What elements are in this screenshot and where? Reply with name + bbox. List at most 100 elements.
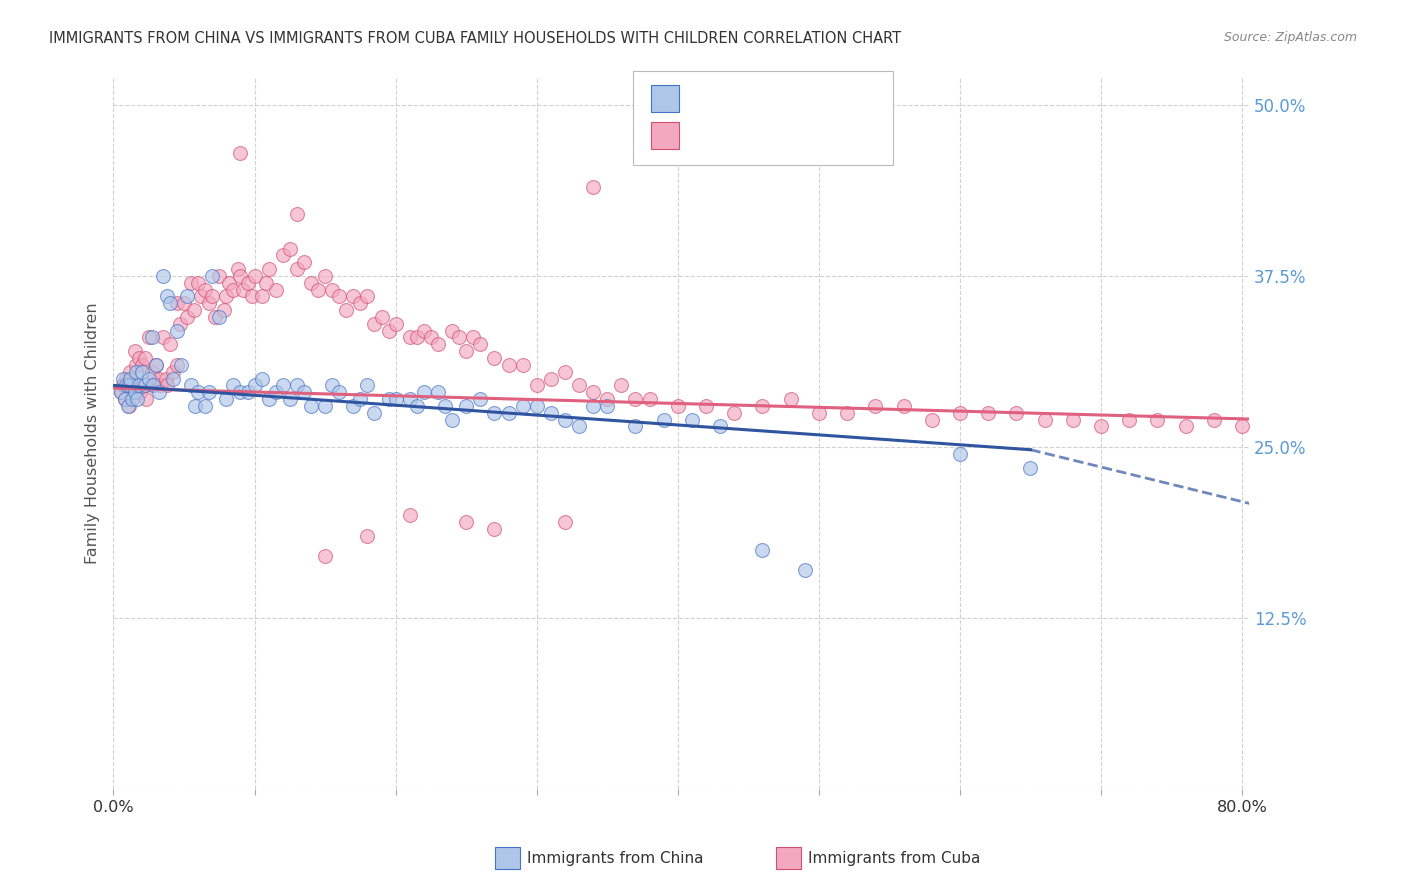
Point [540,371,562,385]
Point [134,378,156,392]
Point [624,392,647,406]
Point [449,330,471,344]
Point [198,296,221,310]
Point [405,399,427,413]
Text: Immigrants from Cuba: Immigrants from Cuba [808,851,981,865]
Point [204,310,226,324]
Point [114,392,136,406]
Point [148,371,170,385]
Point [582,180,605,194]
Point [208,268,231,283]
Point [949,406,972,420]
Point [124,344,146,359]
Point [166,296,188,310]
Point [194,283,217,297]
Point [142,378,165,392]
Point [218,276,240,290]
Point [212,303,235,318]
Point [152,268,174,283]
Point [835,406,858,420]
Point [1174,419,1197,434]
Point [1118,412,1140,426]
Point [115,378,138,392]
Point [145,358,167,372]
Text: R =: R = [689,92,727,110]
Text: N=: N= [792,92,825,110]
Point [751,399,773,413]
Point [893,399,915,413]
Point [127,378,149,392]
Point [335,303,357,318]
Point [498,406,520,420]
Point [257,392,280,406]
Point [278,392,301,406]
Point [180,276,202,290]
Point [921,412,943,426]
Point [112,378,135,392]
Point [250,371,273,385]
Point [198,385,221,400]
Text: -0.112: -0.112 [728,129,785,147]
Point [169,317,191,331]
Point [141,365,163,379]
Point [314,549,336,564]
Point [949,447,972,461]
Point [807,406,830,420]
Point [405,330,427,344]
Text: R =: R = [689,129,733,147]
Text: IMMIGRANTS FROM CHINA VS IMMIGRANTS FROM CUBA FAMILY HOUSEHOLDS WITH CHILDREN CO: IMMIGRANTS FROM CHINA VS IMMIGRANTS FROM… [49,31,901,46]
Point [582,399,605,413]
Point [125,365,148,379]
Point [135,392,157,406]
Point [236,385,259,400]
Point [779,392,801,406]
Point [250,289,273,303]
Point [114,392,136,406]
Point [434,399,457,413]
Point [271,378,294,392]
Point [264,283,287,297]
Point [120,371,142,385]
Point [695,399,717,413]
Point [681,412,703,426]
Point [159,296,181,310]
Point [145,358,167,372]
Point [456,399,478,413]
Point [554,515,576,529]
Y-axis label: Family Households with Children: Family Households with Children [86,302,100,564]
Point [377,324,399,338]
Point [118,399,141,413]
Point [128,378,150,392]
Point [131,365,153,379]
Point [709,419,731,434]
Point [138,371,160,385]
Point [470,392,492,406]
Point [118,378,141,392]
Point [610,378,633,392]
Point [512,399,534,413]
Point [484,406,506,420]
Point [526,399,548,413]
Point [156,289,179,303]
Point [257,262,280,277]
Point [229,385,252,400]
Point [173,296,195,310]
Point [484,522,506,536]
Point [176,289,198,303]
Point [149,378,172,392]
Point [540,406,562,420]
Point [236,276,259,290]
Point [307,283,329,297]
Point [456,344,478,359]
Point [117,378,139,392]
Point [349,392,371,406]
Point [180,378,202,392]
Point [1090,419,1112,434]
Point [285,378,308,392]
Point [208,310,231,324]
Point [356,289,378,303]
Point [1062,412,1084,426]
Point [278,242,301,256]
Point [201,289,224,303]
Point [314,399,336,413]
